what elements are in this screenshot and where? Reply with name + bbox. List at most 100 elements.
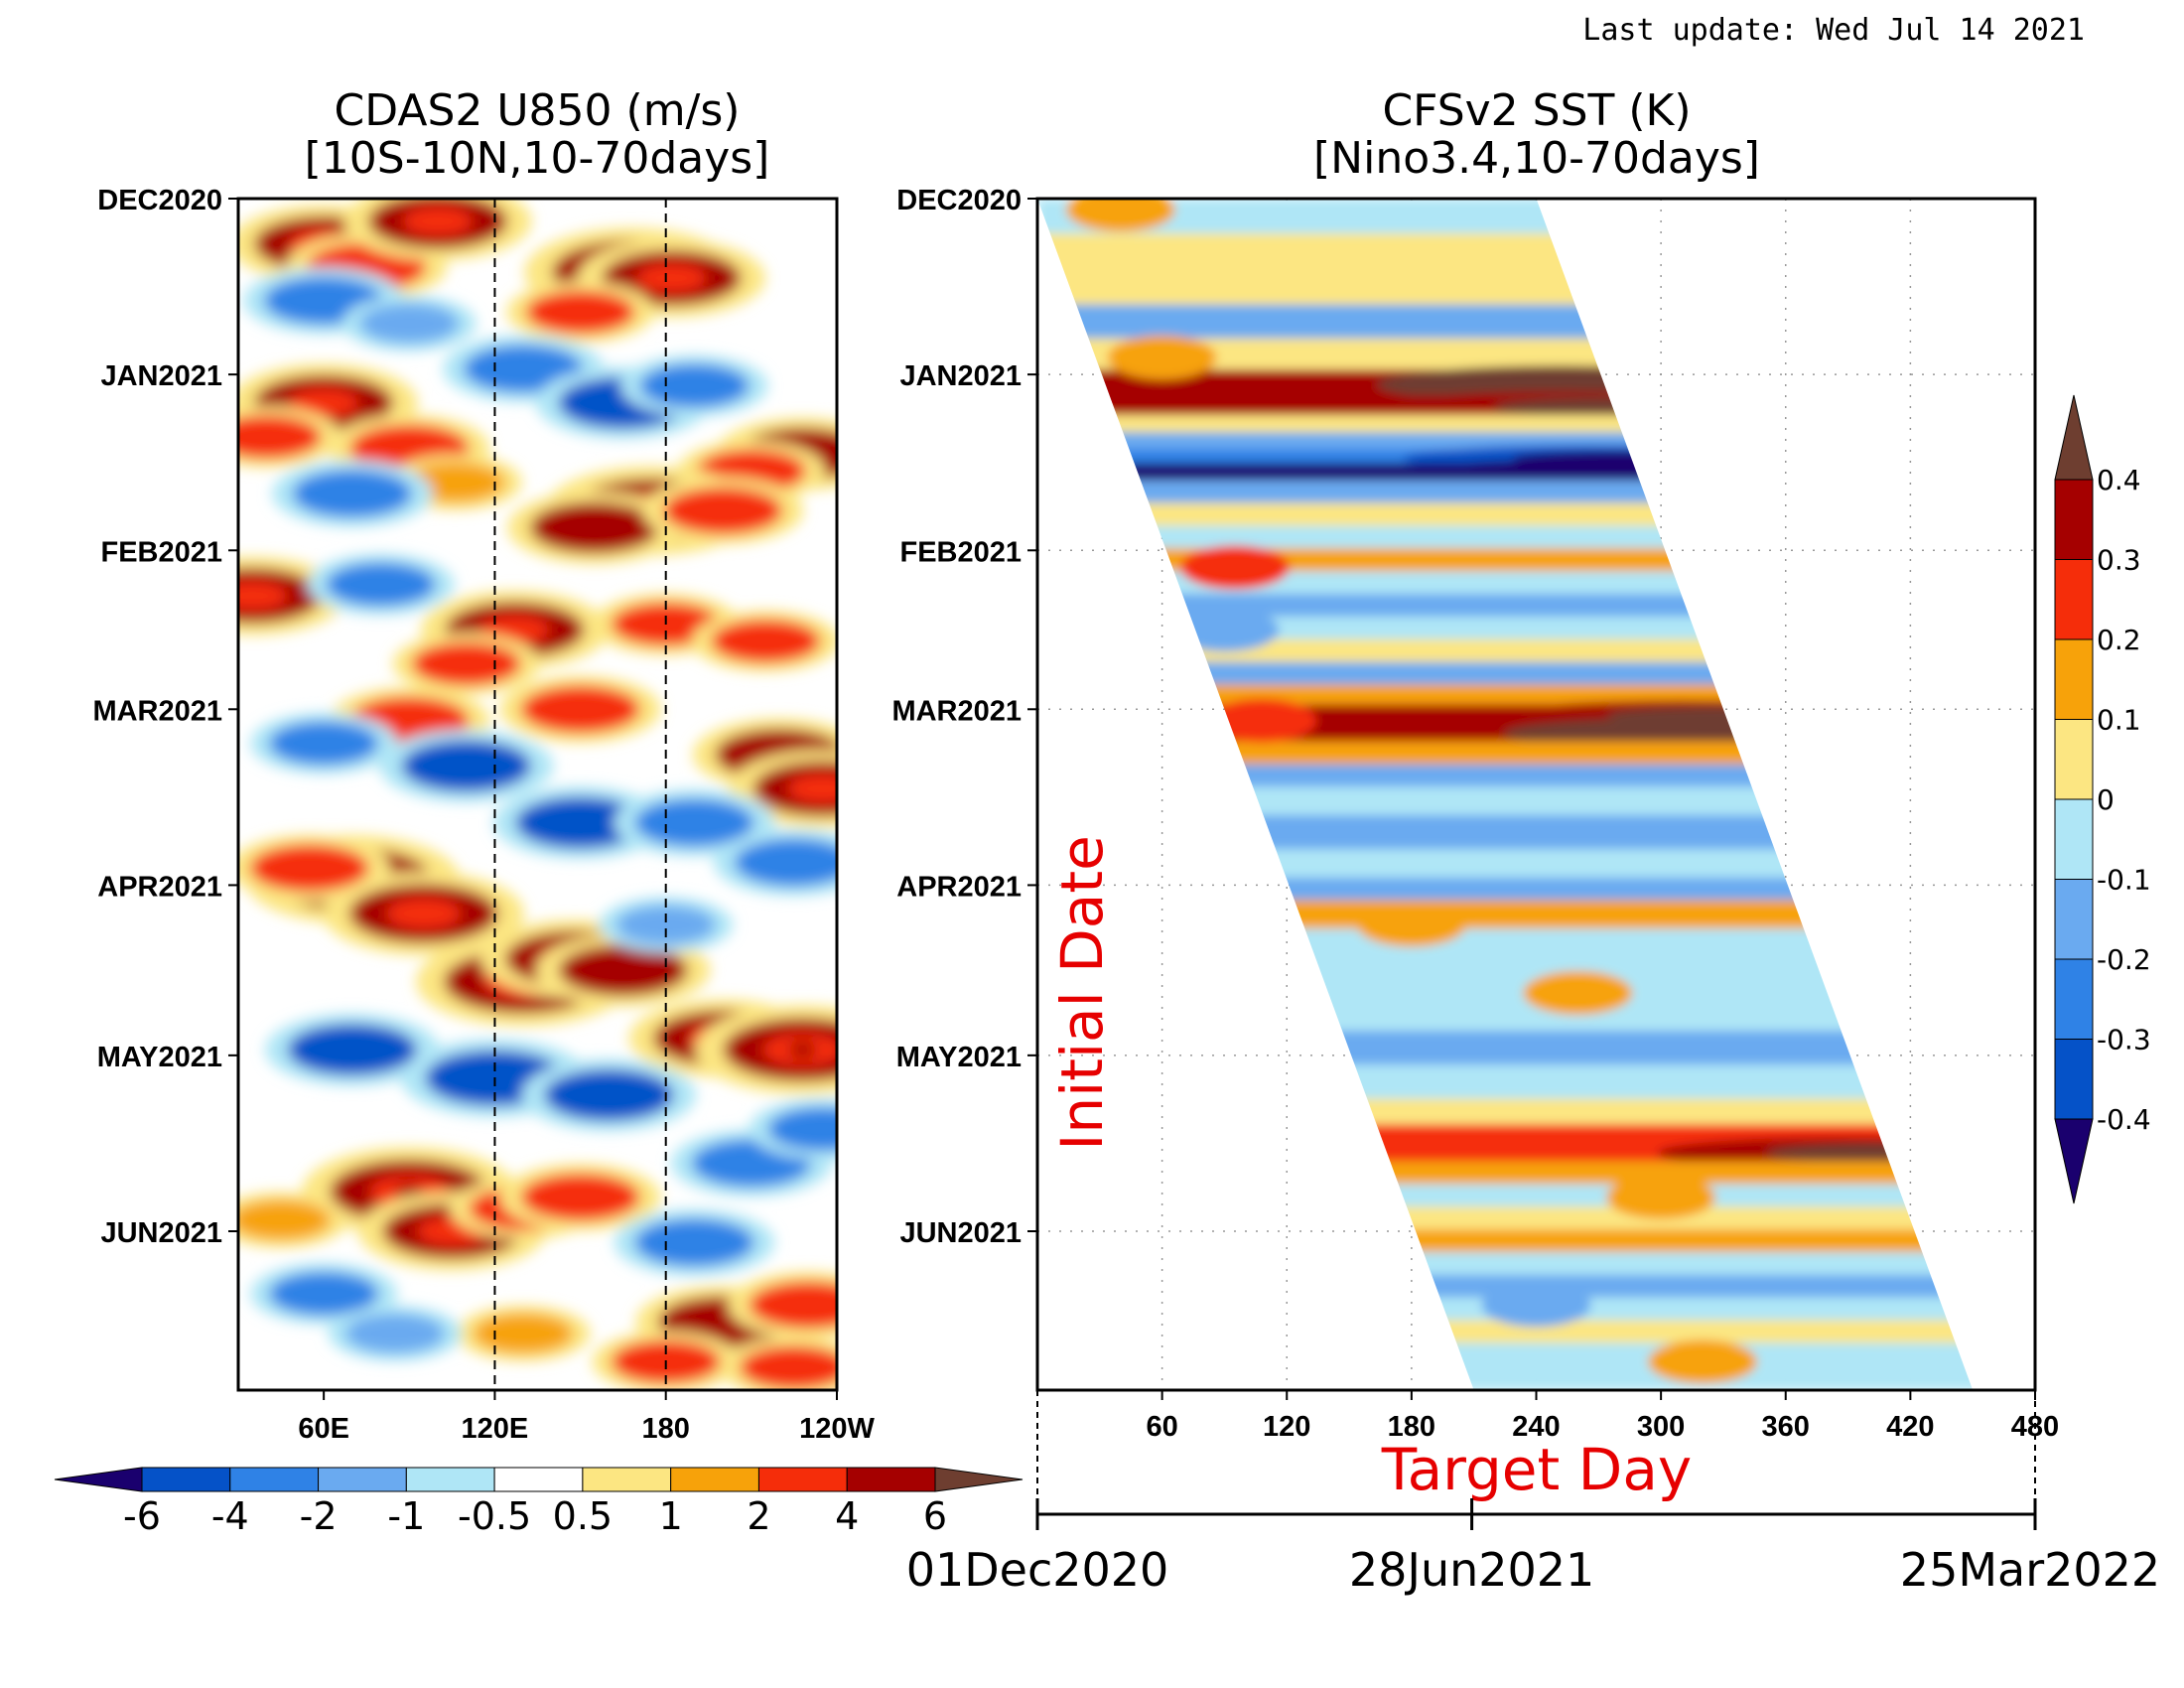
- sst-band: [1037, 661, 1974, 689]
- sst-band: [1037, 814, 1974, 854]
- sst-anomaly-cell: [1207, 698, 1317, 743]
- u850-anomaly-cell: [711, 619, 821, 663]
- sst-x-tick-label: 360: [1762, 1411, 1810, 1443]
- u850-colorbar-label: 0.5: [553, 1494, 613, 1538]
- sst-colorbar-segment: [2054, 798, 2094, 880]
- sst-heatmap: [1037, 199, 1974, 1390]
- u850-anomaly-cell: [287, 1024, 417, 1076]
- u850-anomaly-cell: [464, 345, 584, 393]
- u850-colorbar-label: -2: [300, 1494, 338, 1538]
- sst-band: [1037, 1368, 1974, 1390]
- sst-colorbar-segment: [2054, 559, 2094, 640]
- sst-band: [1037, 928, 1974, 967]
- sst-anomaly-cell: [1481, 1283, 1591, 1328]
- sst-y-tick-label: DEC2020: [896, 185, 1022, 216]
- u850-anomaly-cell: [474, 1313, 574, 1353]
- sst-colorbar-segment: [2054, 638, 2094, 720]
- date-axis: 01Dec2020 28Jun2021 25Mar2022: [906, 1390, 2160, 1597]
- initial-date-label: Initial Date: [1048, 835, 1116, 1151]
- sst-y-tick-label: FEB2021: [899, 536, 1022, 568]
- sst-y-tick-label: APR2021: [896, 871, 1022, 903]
- u850-plot-frame: [236, 197, 839, 1392]
- sst-anomaly-cell: [1065, 199, 1175, 232]
- sst-chart-title: CFSv2 SST (K): [1382, 85, 1691, 136]
- u850-colorbar-min-arrow: [54, 1467, 143, 1492]
- sst-anomaly-cell: [1107, 336, 1217, 379]
- sst-colorbar-label: -0.2: [2097, 943, 2151, 976]
- u850-y-tick-label: DEC2020: [97, 185, 222, 216]
- sst-band: [1037, 205, 1974, 238]
- sst-band: [1037, 786, 1974, 819]
- date-axis-label: 01Dec2020: [906, 1543, 1169, 1597]
- u850-colorbar-segment: [493, 1467, 584, 1492]
- sst-band-peak: [1516, 465, 1746, 483]
- sst-band-peak: [1765, 1143, 1974, 1164]
- sst-x-tick-label: 120: [1263, 1411, 1310, 1443]
- u850-panel: CDAS2 U850 (m/s) [10S-10N,10-70days] DEC…: [54, 85, 1024, 1538]
- u850-anomaly-cell: [238, 1199, 332, 1240]
- u850-anomaly-cell: [249, 844, 369, 893]
- u850-colorbar-label: 1: [659, 1494, 683, 1538]
- sst-band: [1037, 1229, 1974, 1256]
- u850-x-tick-label: 60E: [298, 1413, 349, 1445]
- u850-chart-subtitle: [10S-10N,10-70days]: [305, 133, 770, 184]
- sst-band: [1037, 1098, 1974, 1129]
- u850-anomaly-cell: [525, 290, 635, 335]
- u850-anomaly-cell: [238, 415, 322, 459]
- u850-colorbar-segment: [582, 1467, 672, 1492]
- u850-anomaly-peak: [788, 1042, 817, 1058]
- sst-x-tick-label: 240: [1512, 1411, 1560, 1443]
- u850-anomaly-cell: [639, 363, 750, 408]
- u850-anomaly-cell: [401, 740, 531, 792]
- u850-colorbar-max-arrow: [934, 1467, 1024, 1492]
- u850-x-tick-label: 180: [642, 1413, 690, 1445]
- sst-anomaly-cell: [1648, 1339, 1757, 1384]
- sst-band: [1037, 502, 1974, 530]
- sst-band: [1037, 1064, 1974, 1103]
- sst-band: [1037, 1184, 1974, 1211]
- u850-y-tick-label: JUN2021: [100, 1217, 222, 1249]
- u850-colorbar-label: 2: [747, 1494, 770, 1538]
- sst-colorbar-label: -0.3: [2097, 1024, 2151, 1056]
- u850-colorbar-label: -6: [123, 1494, 161, 1538]
- u850-anomaly-cell: [739, 1345, 837, 1390]
- u850-anomaly-cell: [344, 1313, 445, 1353]
- sst-anomaly-cell: [1179, 545, 1290, 590]
- sst-colorbar-segment: [2054, 719, 2094, 800]
- sst-y-tick-label: JAN2021: [899, 360, 1022, 392]
- u850-anomaly-core: [403, 207, 473, 235]
- target-day-label: Target Day: [1381, 1436, 1692, 1503]
- sst-band: [1037, 480, 1974, 507]
- u850-anomaly-core: [289, 388, 359, 417]
- sst-anomaly-cell: [1606, 1175, 1716, 1219]
- u850-heatmap: [238, 199, 837, 1390]
- u850-anomaly-cell: [520, 1173, 640, 1221]
- sst-colorbar: 0.4 0.3 0.2 0.1 0 -0.1 -0.2 -0.3 -0.4: [2054, 394, 2151, 1204]
- u850-colorbar-segment: [757, 1467, 848, 1492]
- u850-anomaly-cell: [767, 1107, 837, 1152]
- sst-chart-subtitle: [Nino3.4,10-70days]: [1313, 133, 1760, 184]
- sst-y-tick-label: MAR2021: [891, 695, 1022, 727]
- u850-y-tick-label: FEB2021: [100, 536, 222, 568]
- sst-band: [1037, 764, 1974, 791]
- u850-anomaly-cell: [529, 501, 659, 554]
- u850-anomaly-cell: [734, 838, 837, 887]
- u850-anomaly-cell: [634, 798, 754, 847]
- u850-y-tick-label: JAN2021: [100, 360, 222, 392]
- sst-anomaly-cell: [1356, 903, 1466, 947]
- sst-x-tick-label: 300: [1637, 1411, 1685, 1443]
- u850-colorbar-label: -1: [387, 1494, 425, 1538]
- sst-colorbar-segment: [2054, 479, 2094, 560]
- u850-anomaly-core: [636, 264, 707, 292]
- sst-x-tick-label: 420: [1886, 1411, 1934, 1443]
- u850-x-tick-label: 120W: [799, 1413, 875, 1445]
- sst-colorbar-label: 0.1: [2097, 704, 2141, 737]
- sst-band: [1037, 1342, 1974, 1372]
- sst-band: [1037, 525, 1974, 553]
- sst-band: [1037, 304, 1974, 343]
- u850-x-tick-label: 120E: [462, 1413, 529, 1445]
- u850-anomaly-core: [386, 899, 462, 928]
- u850-anomaly-cell: [269, 1271, 379, 1316]
- u850-colorbar-label: 6: [923, 1494, 947, 1538]
- sst-colorbar-max-arrow: [2054, 394, 2094, 481]
